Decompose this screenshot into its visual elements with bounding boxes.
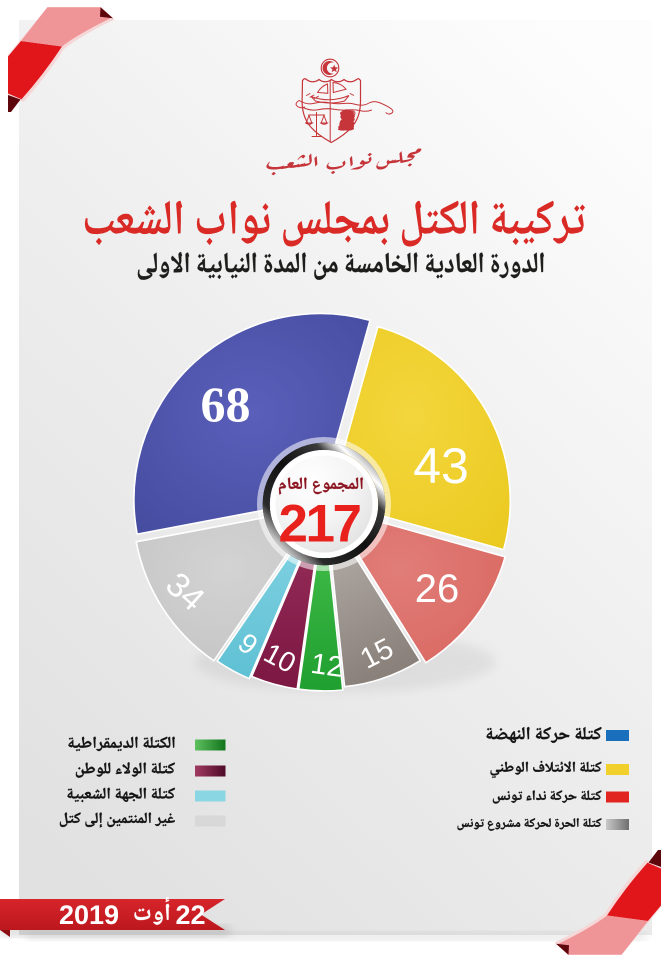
svg-text:68: 68 [201,376,251,432]
svg-text:43: 43 [413,438,469,494]
svg-text:2019: 2019 [59,900,119,930]
svg-text:12: 12 [309,648,345,684]
svg-text:217: 217 [279,495,361,554]
svg-text:22: 22 [175,900,205,930]
svg-text:26: 26 [415,567,460,611]
